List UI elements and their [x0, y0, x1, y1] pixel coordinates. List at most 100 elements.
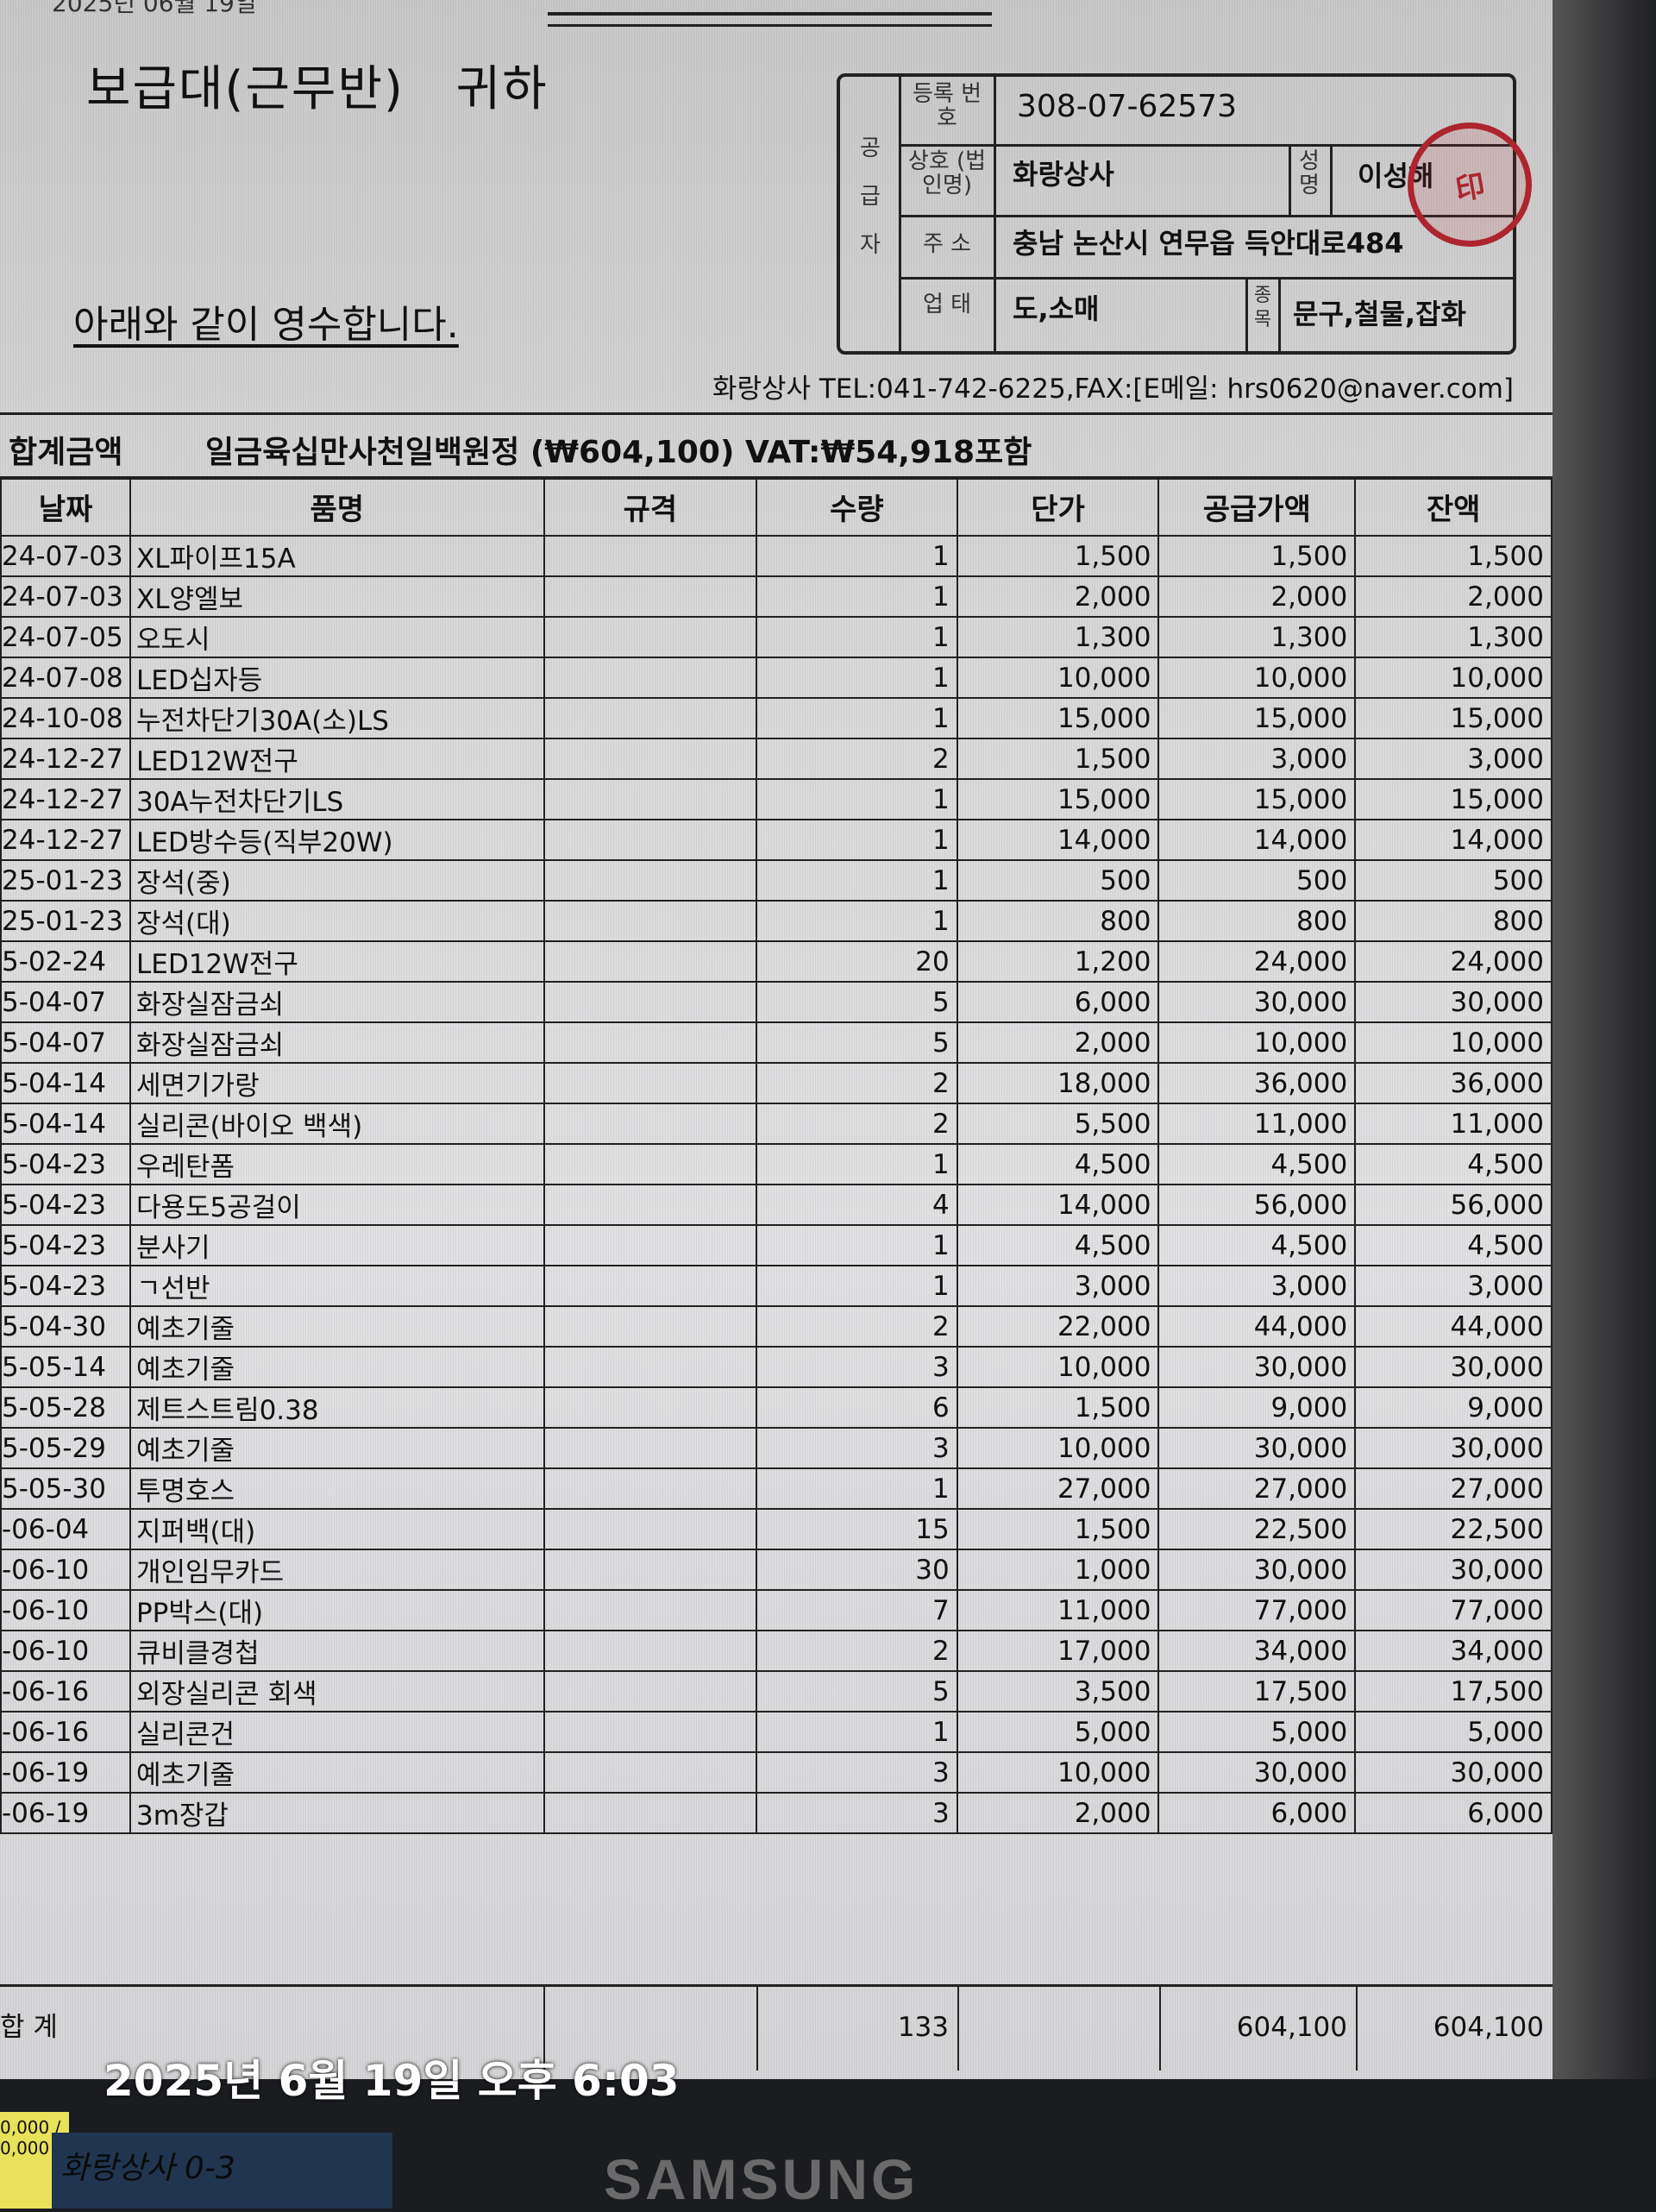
cell-spec — [543, 1386, 758, 1429]
table-row: 25-01-23 장석(대) 1 800 800 800 — [0, 900, 1552, 942]
cell-unit-price: 4,500 — [956, 1224, 1160, 1266]
cell-qty: 3 — [756, 1427, 958, 1469]
cell-item: 누전차단기30A(소)LS — [129, 697, 545, 739]
cell-item: 우레탄폼 — [129, 1143, 545, 1185]
cell-qty: 15 — [756, 1508, 958, 1550]
cell-item: 오도시 — [129, 616, 545, 658]
cell-spec — [543, 1224, 758, 1266]
cell-unit-price: 1,500 — [956, 738, 1160, 780]
cell-balance: 30,000 — [1354, 1427, 1552, 1469]
cell-balance: 14,000 — [1354, 819, 1552, 861]
cell-supply: 3,000 — [1157, 1265, 1357, 1307]
cell-date: 5-04-07 — [0, 1021, 131, 1064]
header-date: 날짜 — [0, 476, 131, 537]
supplier-box: 공 급 자 등록 번호 308-07-62573 상호 (법인명) 화랑상사 성… — [837, 73, 1516, 355]
cell-supply: 22,500 — [1157, 1508, 1357, 1550]
cell-qty: 2 — [756, 1062, 958, 1104]
cell-unit-price: 1,500 — [956, 535, 1160, 577]
table-row: 5-04-30 예초기줄 2 22,000 44,000 44,000 — [0, 1305, 1552, 1348]
cell-spec — [543, 1103, 758, 1145]
cell-qty: 20 — [756, 940, 958, 983]
cell-date: 24-12-27 — [0, 819, 131, 861]
cell-qty: 5 — [756, 1670, 958, 1712]
cell-item: XL파이프15A — [129, 535, 545, 577]
cell-unit-price: 10,000 — [956, 1427, 1160, 1469]
cell-spec — [543, 1427, 758, 1469]
cell-qty: 1 — [756, 900, 958, 942]
cell-supply: 24,000 — [1157, 940, 1357, 983]
sum-qty: 133 — [756, 1984, 957, 2071]
table-row: 24-12-27 LED12W전구 2 1,500 3,000 3,000 — [0, 738, 1552, 780]
company-name: 화랑상사 — [1013, 158, 1114, 191]
table-row: 24-07-08 LED십자등 1 10,000 10,000 10,000 — [0, 657, 1552, 699]
cell-spec — [543, 778, 758, 820]
cell-spec — [543, 1265, 758, 1307]
cell-balance: 30,000 — [1354, 1346, 1552, 1388]
cell-unit-price: 1,000 — [956, 1549, 1160, 1591]
cell-balance: 500 — [1354, 859, 1552, 902]
cell-item: 장석(대) — [129, 900, 545, 942]
cell-unit-price: 3,000 — [956, 1265, 1160, 1307]
cell-spec — [543, 1143, 758, 1185]
biz-items: 문구,철물,잡화 — [1293, 298, 1466, 330]
table-row: -06-10 개인임무카드 30 1,000 30,000 30,000 — [0, 1549, 1552, 1591]
cell-date: -06-10 — [0, 1630, 131, 1672]
cell-supply: 6,000 — [1157, 1792, 1357, 1834]
cell-item: 3m장갑 — [129, 1792, 545, 1834]
cell-unit-price: 2,000 — [956, 575, 1160, 618]
cell-qty: 1 — [756, 1467, 958, 1510]
table-row: 24-07-03 XL파이프15A 1 1,500 1,500 1,500 — [0, 535, 1552, 577]
cell-date: -06-16 — [0, 1670, 131, 1712]
cell-balance: 30,000 — [1354, 1751, 1552, 1794]
cell-qty: 1 — [756, 535, 958, 577]
cell-unit-price: 22,000 — [956, 1305, 1160, 1348]
recipient-title: 보급대(근무반) 귀하 — [86, 61, 549, 117]
cell-spec — [543, 1305, 758, 1348]
receipt-document: 2025년 06월 19일 보급대(근무반) 귀하 아래와 같이 영수합니다. … — [0, 0, 1552, 2079]
tape-label: 화랑상사 0-3 — [52, 2133, 392, 2209]
table-row: 24-07-03 XL양엘보 1 2,000 2,000 2,000 — [0, 575, 1552, 618]
table-row: 5-05-14 예초기줄 3 10,000 30,000 30,000 — [0, 1346, 1552, 1388]
cell-unit-price: 2,000 — [956, 1021, 1160, 1064]
table-header-row: 날짜 품명 규격 수량 단가 공급가액 잔액 — [0, 476, 1552, 537]
cell-date: 24-07-05 — [0, 616, 131, 658]
table-row: -06-16 실리콘건 1 5,000 5,000 5,000 — [0, 1711, 1552, 1753]
cell-item: 예초기줄 — [129, 1305, 545, 1348]
cell-item: 다용도5공걸이 — [129, 1184, 545, 1226]
cell-unit-price: 15,000 — [956, 697, 1160, 739]
cell-unit-price: 10,000 — [956, 1751, 1160, 1794]
cell-balance: 2,000 — [1354, 575, 1552, 618]
cell-date: -06-10 — [0, 1549, 131, 1591]
cell-unit-price: 11,000 — [956, 1589, 1160, 1631]
cell-balance: 30,000 — [1354, 1549, 1552, 1591]
table-row: 5-05-28 제트스트림0.38 6 1,500 9,000 9,000 — [0, 1386, 1552, 1429]
title-double-line — [548, 12, 992, 27]
sum-balance: 604,100 — [1356, 1984, 1552, 2071]
cell-item: 분사기 — [129, 1224, 545, 1266]
cell-unit-price: 1,200 — [956, 940, 1160, 983]
cell-unit-price: 500 — [956, 859, 1160, 902]
table-blank-area — [0, 1812, 1552, 1987]
cell-item: LED방수등(직부20W) — [129, 819, 545, 861]
cell-balance: 30,000 — [1354, 981, 1552, 1023]
cell-unit-price: 10,000 — [956, 657, 1160, 699]
header-qty: 수량 — [756, 476, 958, 537]
cell-item: ㄱ선반 — [129, 1265, 545, 1307]
table-row: -06-19 예초기줄 3 10,000 30,000 30,000 — [0, 1751, 1552, 1794]
cell-unit-price: 6,000 — [956, 981, 1160, 1023]
cell-spec — [543, 940, 758, 983]
cell-supply: 15,000 — [1157, 697, 1357, 739]
cell-date: 5-05-30 — [0, 1467, 131, 1510]
cell-item: 화장실잠금쇠 — [129, 1021, 545, 1064]
header-unit-price: 단가 — [956, 476, 1160, 537]
cell-date: 5-04-23 — [0, 1224, 131, 1266]
cell-item: 제트스트림0.38 — [129, 1386, 545, 1429]
representative: 이성해 — [1358, 160, 1434, 192]
cell-date: -06-19 — [0, 1751, 131, 1794]
cell-balance: 15,000 — [1354, 697, 1552, 739]
sum-row: 합 계 133 604,100 604,100 — [0, 1984, 1552, 2071]
cell-qty: 1 — [756, 1224, 958, 1266]
table-row: 24-10-08 누전차단기30A(소)LS 1 15,000 15,000 15,000 — [0, 697, 1552, 739]
item-label: 종목 — [1253, 285, 1272, 330]
cell-supply: 9,000 — [1157, 1386, 1357, 1429]
